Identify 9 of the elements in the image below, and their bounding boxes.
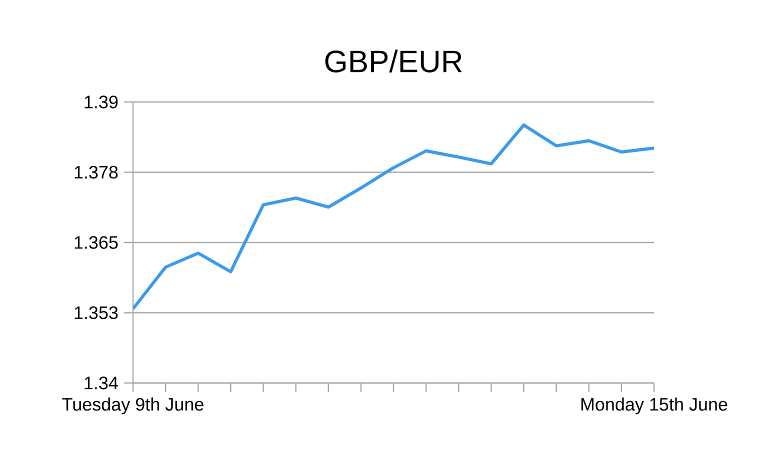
line-series — [133, 123, 654, 310]
y-tick-label: 1.378 — [74, 166, 118, 179]
y-tick-label: 1.353 — [74, 306, 118, 320]
y-tick-label: 1.365 — [74, 236, 118, 249]
y-tick-label: 1.34 — [84, 376, 118, 390]
chart-title: GBP/EUR — [325, 50, 462, 72]
y-tick-label: 1.39 — [84, 96, 118, 108]
x-tick-label: Tuesday 9th June — [62, 398, 204, 414]
x-tick-label: Monday 15th June — [581, 398, 728, 414]
